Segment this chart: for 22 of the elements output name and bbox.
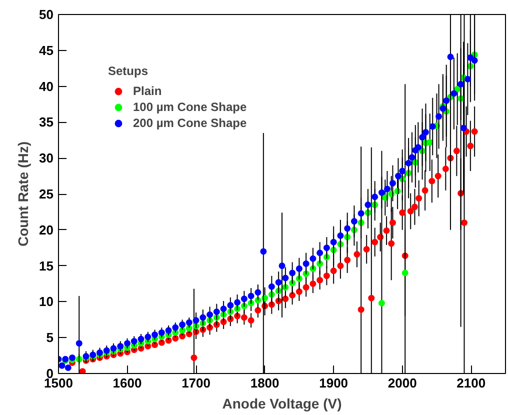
- x-tick-label: 1600: [112, 376, 142, 390]
- y-tick-label: 5: [46, 330, 54, 346]
- x-tick-label: 2000: [388, 376, 417, 390]
- x-tick-label: 2100: [456, 376, 486, 390]
- legend-title: Setups: [108, 64, 150, 78]
- x-axis-title: Anode Voltage (V): [222, 396, 342, 412]
- x-tick-label: 1700: [182, 376, 210, 390]
- y-tick-label: 25: [39, 186, 54, 202]
- y-tick-label: 15: [39, 258, 54, 274]
- y-axis-title: Count Rate (Hz): [15, 141, 32, 246]
- y-tick-label: 50: [39, 7, 54, 22]
- y-tick-label: 20: [39, 222, 54, 238]
- legend-label: 100 µm Cone Shape: [133, 99, 247, 115]
- y-tick-label: 40: [39, 78, 54, 94]
- x-tick-label: 1800: [250, 376, 280, 390]
- legend-label: Plain: [133, 83, 162, 99]
- legend-label: 200 µm Cone Shape: [133, 115, 247, 131]
- y-tick-label: 30: [39, 150, 54, 166]
- y-tick-label: 35: [39, 114, 54, 130]
- x-tick-label: 1900: [319, 376, 348, 390]
- y-tick-label: 45: [39, 42, 54, 58]
- y-tick-label: 10: [39, 294, 54, 310]
